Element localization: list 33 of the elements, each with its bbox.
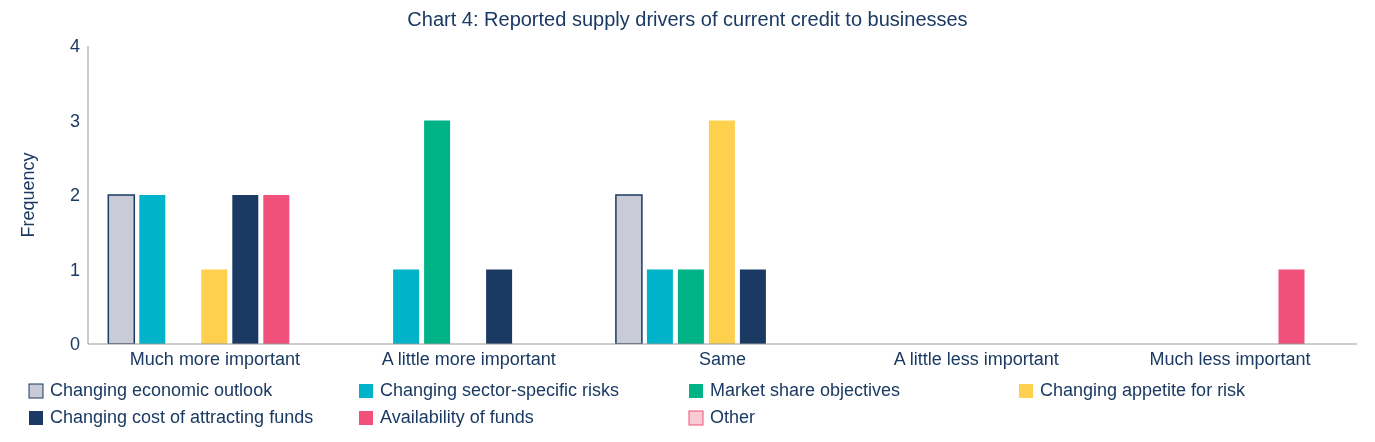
bar [232,195,259,344]
chart-title: Chart 4: Reported supply drivers of current credit to businesses [406,8,969,32]
bar [708,120,735,344]
legend-label: Availability of funds [380,407,534,428]
y-axis-title: Frequency [18,152,39,238]
y-tick-label: 0 [69,334,80,355]
x-tick-label: Same [698,348,747,369]
bar [424,120,451,344]
legend-label: Changing sector-specific risks [380,380,620,401]
x-tick-label: A little more important [381,348,556,369]
bar [263,195,290,344]
bar [107,194,136,344]
legend-label: Market share objectives [710,380,901,401]
bar [739,269,766,344]
bar [615,194,643,344]
bar [393,269,420,344]
x-tick-label: Much less important [1149,348,1311,369]
bar [139,195,166,344]
y-tick-label: 4 [69,36,80,57]
legend-label: Changing cost of attracting funds [50,407,314,428]
y-tick-label: 2 [69,185,80,206]
y-tick-label: 1 [69,259,80,280]
x-tick-label: Much more important [129,348,300,369]
bar [646,269,673,344]
x-tick-label: A little less important [893,348,1059,369]
bar [1278,269,1305,344]
bar [486,269,513,344]
legend-label: Changing appetite for risk [1040,380,1246,401]
legend-label: Changing economic outlook [50,380,273,401]
y-tick-label: 3 [69,110,80,131]
bar [677,269,704,344]
legend-label: Other [710,407,756,428]
bar [201,269,228,344]
